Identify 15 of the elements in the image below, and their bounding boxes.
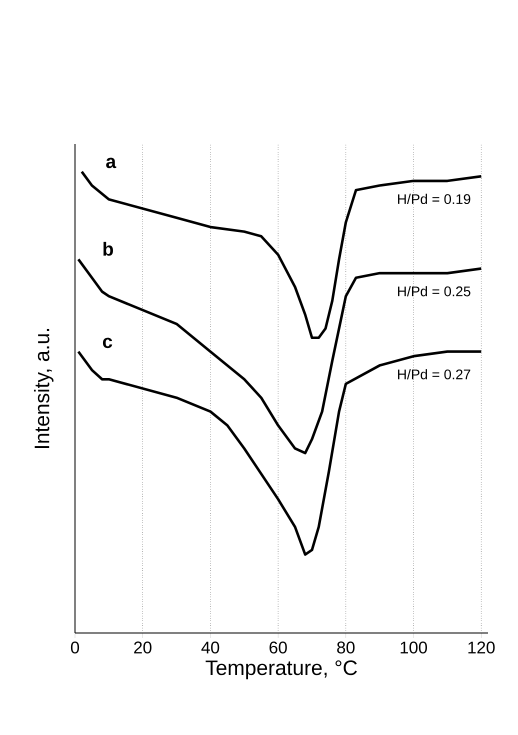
series-label: c xyxy=(102,338,112,348)
y-axis-title: Intensity, a.u. xyxy=(34,328,54,448)
series-label: a xyxy=(106,158,116,168)
x-tick-label: 120 xyxy=(468,642,495,654)
x-tick-label: 40 xyxy=(201,642,220,654)
x-tick-label: 60 xyxy=(270,642,287,654)
x-tick-label: 0 xyxy=(70,642,80,654)
series-label: b xyxy=(103,242,113,256)
x-axis-title: Temperature, °C xyxy=(206,660,357,680)
annotation: H/Pd = 0.27 xyxy=(398,369,470,380)
x-tick-label: 20 xyxy=(134,642,152,654)
annotation: H/Pd = 0.19 xyxy=(398,194,470,204)
x-tick-label: 80 xyxy=(337,642,355,654)
x-tick-label: 100 xyxy=(400,642,427,654)
annotation: H/Pd = 0.25 xyxy=(398,286,470,296)
